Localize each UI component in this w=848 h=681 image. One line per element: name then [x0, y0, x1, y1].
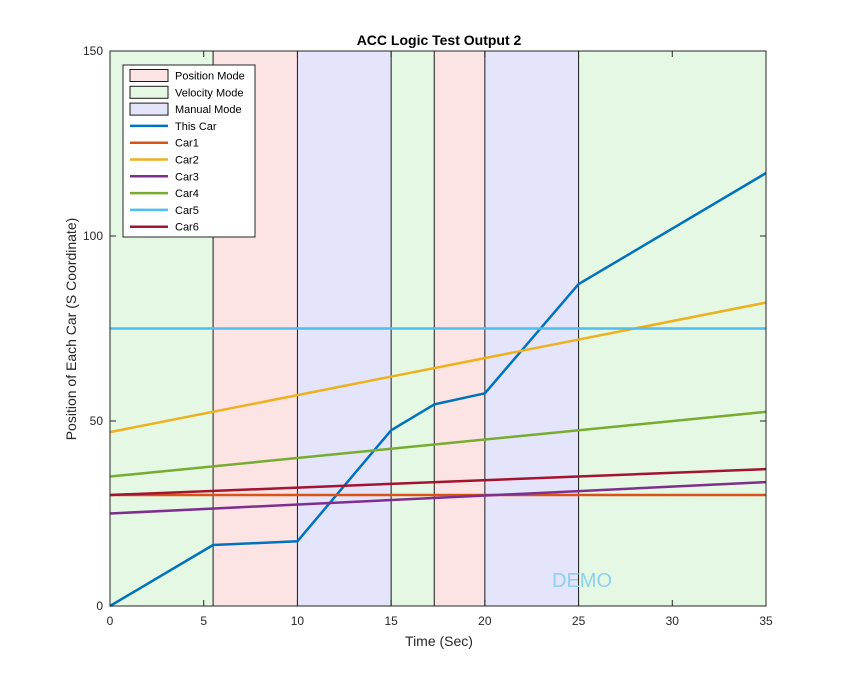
y-tick-label: 150 — [83, 44, 103, 58]
legend-label: Manual Mode — [175, 104, 242, 116]
series-lines — [109, 172, 767, 608]
legend-label: Car4 — [175, 188, 199, 200]
y-axis-ticks: 0 50 100 150 — [83, 44, 766, 613]
legend-label: Car6 — [175, 222, 199, 234]
legend-label: This Car — [175, 121, 217, 133]
legend-label: Car3 — [175, 171, 199, 183]
legend: Position Mode Velocity Mode Manual Mode Thi… — [122, 64, 256, 238]
legend-label: Car1 — [175, 138, 199, 150]
legend-label: Velocity Mode — [175, 87, 243, 99]
x-tick-label: 25 — [572, 614, 586, 628]
series-line-car4 — [109, 410, 767, 478]
legend-label: Car5 — [175, 205, 199, 217]
y-tick-label: 100 — [83, 229, 103, 243]
x-axis-ticks: 0 5 10 15 20 25 30 35 — [107, 51, 773, 628]
series-line-car2 — [109, 301, 767, 434]
series-line-car3 — [109, 480, 767, 515]
legend-label: Car2 — [175, 155, 199, 167]
x-tick-label: 20 — [478, 614, 492, 628]
chart-title: ACC Logic Test Output 2 — [357, 32, 522, 48]
series-line-this-car — [109, 172, 767, 608]
legend-swatch — [129, 102, 169, 116]
y-axis-label: Position of Each Car (S Coordinate) — [63, 218, 79, 441]
x-tick-label: 15 — [384, 614, 398, 628]
demo-watermark: DEMO — [552, 570, 612, 592]
legend-swatch — [129, 85, 169, 99]
series-line-car6 — [109, 467, 767, 497]
x-tick-label: 30 — [666, 614, 680, 628]
x-tick-label: 0 — [107, 614, 114, 628]
plot-frame — [109, 50, 767, 607]
y-tick-label: 50 — [90, 414, 104, 428]
legend-label: Position Mode — [175, 71, 245, 83]
x-tick-label: 5 — [200, 614, 207, 628]
legend-swatch — [129, 69, 169, 82]
y-tick-label: 0 — [96, 599, 103, 613]
x-axis-label: Time (Sec) — [405, 633, 473, 649]
x-tick-label: 10 — [291, 614, 305, 628]
x-tick-label: 35 — [759, 614, 773, 628]
